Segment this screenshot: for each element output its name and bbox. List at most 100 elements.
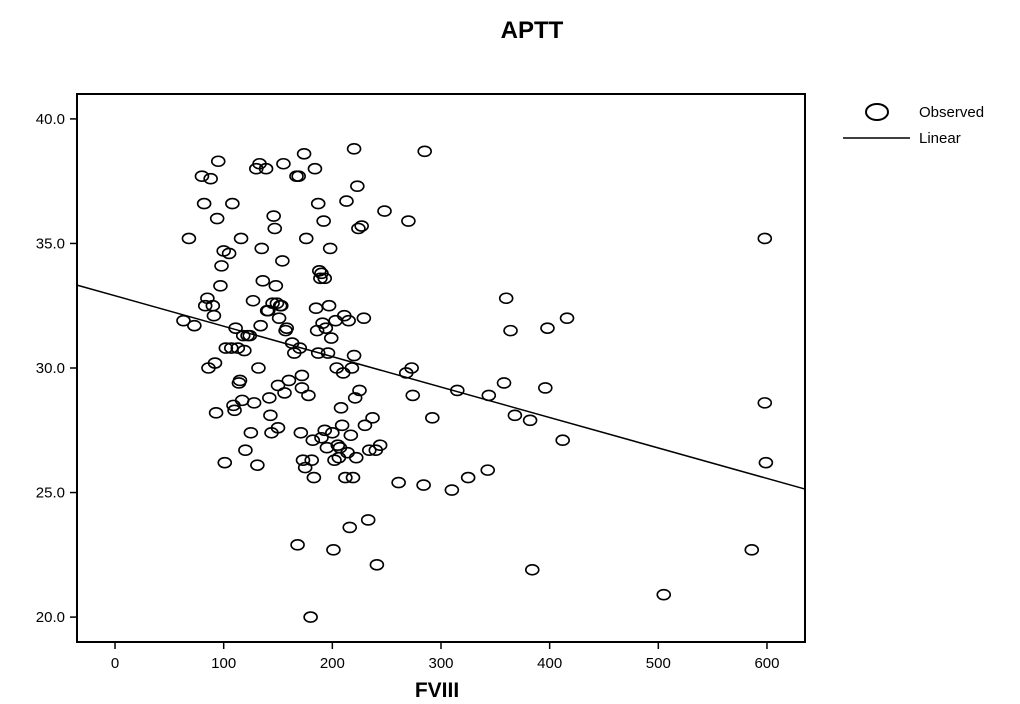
data-point — [344, 362, 360, 374]
chart-title: APTT — [501, 17, 564, 44]
data-point — [197, 299, 213, 312]
data-point — [253, 319, 268, 332]
data-point — [266, 210, 281, 222]
data-point — [310, 197, 326, 210]
data-point — [345, 471, 361, 484]
data-point — [293, 426, 309, 439]
data-point — [377, 205, 392, 217]
data-point — [196, 197, 212, 210]
x-tick-label: 500 — [646, 655, 671, 672]
data-point — [203, 172, 218, 185]
data-point — [416, 479, 431, 491]
data-point — [323, 332, 339, 344]
data-point — [559, 312, 575, 324]
data-point — [176, 314, 191, 327]
data-point — [292, 342, 308, 354]
data-point — [243, 426, 259, 439]
data-point — [404, 362, 419, 374]
data-point — [187, 319, 202, 332]
data-point — [339, 195, 354, 207]
data-point — [258, 162, 274, 175]
data-point — [207, 357, 223, 369]
data-point — [295, 454, 311, 466]
y-tick-label: 35.0 — [36, 235, 65, 252]
data-point — [496, 377, 512, 389]
data-point — [444, 484, 460, 496]
data-point — [309, 324, 325, 337]
data-point — [234, 394, 250, 407]
data-point — [328, 314, 343, 327]
data-point — [321, 299, 337, 312]
data-point — [238, 444, 253, 457]
data-point — [206, 309, 222, 322]
x-tick-label: 400 — [537, 655, 562, 672]
data-point — [351, 222, 366, 235]
data-point — [181, 232, 197, 245]
data-point — [503, 324, 518, 337]
data-point — [356, 312, 372, 324]
data-point — [307, 162, 323, 175]
data-point — [209, 212, 225, 225]
plot-area — [76, 93, 806, 643]
data-point — [326, 544, 341, 556]
data-point — [334, 419, 350, 432]
y-axis: 20.0 25.0 30.0 35.0 40.0 — [36, 111, 77, 626]
data-point — [343, 429, 359, 442]
data-point — [298, 232, 314, 245]
data-point — [348, 451, 364, 464]
data-point — [260, 304, 276, 317]
data-point — [245, 294, 261, 307]
data-point — [369, 558, 385, 571]
data-point — [555, 434, 570, 447]
data-point — [273, 299, 289, 312]
observed-points — [176, 143, 774, 623]
legend-observed-label: Observed — [919, 104, 984, 121]
data-point — [270, 421, 286, 434]
data-point — [218, 342, 234, 354]
data-point — [372, 439, 388, 452]
data-point — [263, 409, 278, 422]
data-point — [365, 412, 380, 424]
data-point — [255, 275, 271, 287]
data-point — [232, 374, 248, 387]
data-point — [237, 344, 252, 357]
data-point — [317, 424, 333, 437]
data-point — [268, 279, 284, 292]
y-tick-label: 20.0 — [36, 609, 65, 626]
data-point — [313, 272, 328, 285]
data-point — [221, 247, 237, 260]
data-point — [217, 456, 233, 469]
data-point — [304, 454, 319, 466]
data-point — [656, 588, 672, 601]
data-point — [460, 471, 476, 484]
data-point — [242, 329, 258, 342]
x-tick-label: 200 — [320, 655, 345, 672]
data-point — [449, 384, 465, 397]
data-point — [210, 155, 226, 168]
data-point — [277, 387, 292, 399]
data-point — [361, 444, 377, 457]
data-point — [213, 279, 228, 292]
data-point — [481, 389, 497, 402]
data-point — [296, 147, 312, 160]
data-point — [480, 464, 496, 476]
data-point — [208, 407, 224, 419]
data-point — [225, 197, 240, 210]
data-point — [291, 170, 306, 182]
data-point — [327, 454, 342, 466]
x-tick-label: 300 — [428, 655, 453, 672]
data-point — [524, 563, 540, 576]
data-point — [342, 521, 358, 534]
y-tick-label: 40.0 — [36, 111, 65, 128]
y-tick-label: 25.0 — [36, 485, 65, 502]
data-point — [333, 402, 349, 414]
x-tick-label: 600 — [754, 655, 779, 672]
data-point — [310, 347, 326, 359]
data-point — [401, 215, 416, 227]
data-point — [281, 374, 297, 387]
data-point — [276, 157, 291, 170]
data-point — [316, 215, 331, 227]
data-point — [360, 514, 376, 526]
data-point — [744, 544, 760, 556]
data-point — [308, 302, 324, 315]
